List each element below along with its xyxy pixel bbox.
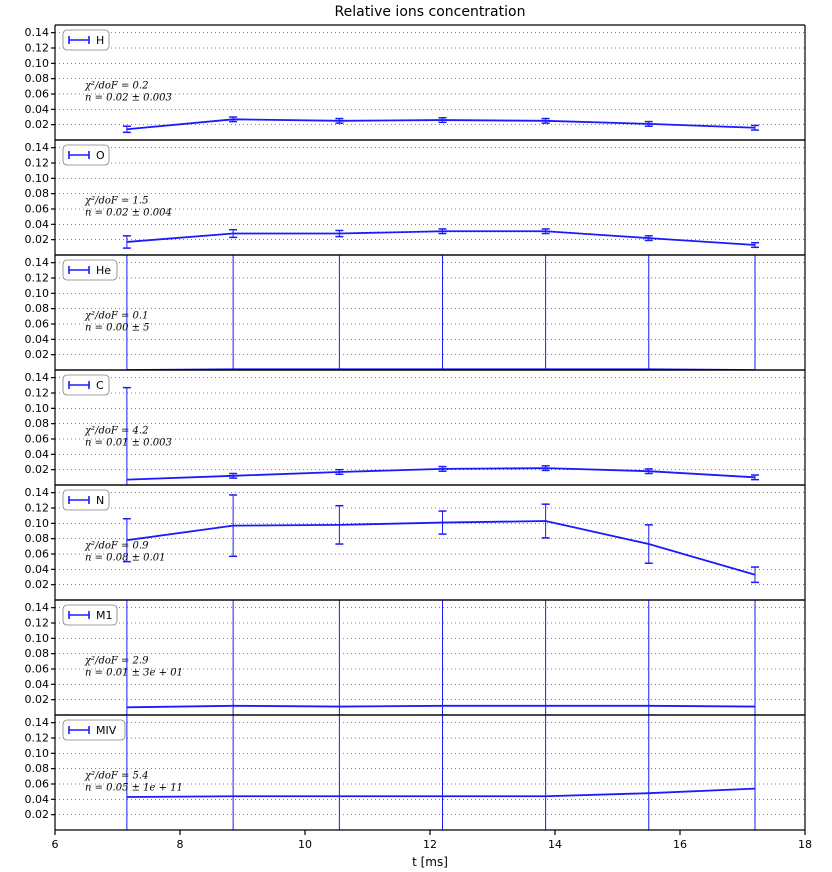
- y-tick-label: 0.10: [25, 57, 50, 70]
- chi2-annotation: χ²/doF = 0.1: [84, 310, 148, 321]
- y-tick-label: 0.02: [25, 233, 50, 246]
- legend-label: N: [96, 494, 104, 507]
- y-tick-label: 0.12: [25, 157, 50, 170]
- data-line: [127, 521, 755, 575]
- y-tick-label: 0.08: [25, 647, 50, 660]
- panel-O: 0.02 0.04 0.06 0.08 0.10 0.12 0.14 Oχ²/doF = 1.…: [25, 140, 806, 255]
- n-annotation: n = 0.01 ± 0.003: [85, 437, 172, 448]
- y-tick-label: 0.08: [25, 187, 50, 200]
- data-line: [127, 706, 755, 708]
- x-axis-label: t [ms]: [412, 855, 448, 869]
- y-tick-label: 0.04: [25, 793, 50, 806]
- y-tick-label: 0.10: [25, 172, 50, 185]
- y-tick-label: 0.14: [25, 141, 50, 154]
- x-tick-label: 18: [798, 838, 812, 851]
- y-tick-label: 0.04: [25, 103, 50, 116]
- x-tick-label: 8: [177, 838, 184, 851]
- y-tick-label: 0.02: [25, 578, 50, 591]
- y-tick-label: 0.06: [25, 663, 50, 676]
- x-tick-label: 6: [52, 838, 59, 851]
- y-tick-label: 0.04: [25, 218, 50, 231]
- panel-H: 0.02 0.04 0.06 0.08 0.10 0.12 0.14 Hχ²/doF = 0.…: [25, 25, 806, 140]
- y-tick-label: 0.10: [25, 632, 50, 645]
- data-line: [127, 789, 755, 797]
- y-tick-label: 0.12: [25, 732, 50, 745]
- y-tick-label: 0.08: [25, 762, 50, 775]
- y-tick-label: 0.08: [25, 417, 50, 430]
- y-tick-label: 0.10: [25, 402, 50, 415]
- legend-label: He: [96, 264, 111, 277]
- data-line: [127, 468, 755, 480]
- x-tick-label: 16: [673, 838, 687, 851]
- legend-label: C: [96, 379, 104, 392]
- y-tick-label: 0.06: [25, 203, 50, 216]
- y-tick-label: 0.04: [25, 448, 50, 461]
- legend-label: O: [96, 149, 105, 162]
- n-annotation: n = 0.00 ± 5: [85, 322, 150, 333]
- y-tick-label: 0.14: [25, 486, 50, 499]
- n-annotation: n = 0.05 ± 1e + 11: [85, 782, 183, 793]
- x-tick-label: 10: [298, 838, 312, 851]
- y-tick-label: 0.02: [25, 348, 50, 361]
- y-tick-label: 0.14: [25, 601, 50, 614]
- y-tick-label: 0.02: [25, 463, 50, 476]
- y-tick-label: 0.12: [25, 502, 50, 515]
- y-tick-label: 0.02: [25, 118, 50, 131]
- chi2-annotation: χ²/doF = 0.2: [84, 80, 148, 91]
- chi2-annotation: χ²/doF = 5.4: [84, 770, 148, 781]
- chi2-annotation: χ²/doF = 2.9: [84, 655, 149, 666]
- chi2-annotation: χ²/doF = 0.9: [84, 540, 149, 551]
- y-tick-label: 0.06: [25, 548, 50, 561]
- data-line: [127, 119, 755, 129]
- chart-container: Relative ions concentration0.020.040.060…: [0, 0, 832, 872]
- x-tick-label: 14: [548, 838, 562, 851]
- chi2-annotation: χ²/doF = 4.2: [84, 425, 148, 436]
- y-tick-label: 0.04: [25, 563, 50, 576]
- y-tick-label: 0.04: [25, 678, 50, 691]
- legend-label: M1: [96, 609, 113, 622]
- y-tick-label: 0.06: [25, 778, 50, 791]
- y-tick-label: 0.14: [25, 256, 50, 269]
- panel-N: 0.02 0.04 0.06 0.08 0.10 0.12 0.14 Nχ²/doF = 0.…: [25, 485, 806, 600]
- y-tick-label: 0.10: [25, 517, 50, 530]
- y-tick-label: 0.14: [25, 371, 50, 384]
- legend-label: MIV: [96, 724, 117, 737]
- y-tick-label: 0.12: [25, 272, 50, 285]
- y-tick-label: 0.06: [25, 433, 50, 446]
- n-annotation: n = 0.02 ± 0.003: [85, 92, 172, 103]
- y-tick-label: 0.10: [25, 747, 50, 760]
- chi2-annotation: χ²/doF = 1.5: [84, 195, 148, 206]
- y-tick-label: 0.14: [25, 716, 50, 729]
- y-tick-label: 0.08: [25, 532, 50, 545]
- y-tick-label: 0.02: [25, 808, 50, 821]
- legend-label: H: [96, 34, 104, 47]
- y-tick-label: 0.06: [25, 88, 50, 101]
- n-annotation: n = 0.02 ± 0.004: [85, 207, 172, 218]
- y-tick-label: 0.14: [25, 26, 50, 39]
- n-annotation: n = 0.08 ± 0.01: [85, 552, 165, 563]
- y-tick-label: 0.12: [25, 42, 50, 55]
- y-tick-label: 0.12: [25, 387, 50, 400]
- x-tick-label: 12: [423, 838, 437, 851]
- y-tick-label: 0.08: [25, 72, 50, 85]
- y-tick-label: 0.12: [25, 617, 50, 630]
- chart-svg: Relative ions concentration0.020.040.060…: [0, 0, 832, 872]
- chart-title: Relative ions concentration: [335, 4, 526, 20]
- y-tick-label: 0.10: [25, 287, 50, 300]
- y-tick-label: 0.02: [25, 693, 50, 706]
- y-tick-label: 0.06: [25, 318, 50, 331]
- y-tick-label: 0.08: [25, 302, 50, 315]
- y-tick-label: 0.04: [25, 333, 50, 346]
- n-annotation: n = 0.01 ± 3e + 01: [85, 667, 183, 678]
